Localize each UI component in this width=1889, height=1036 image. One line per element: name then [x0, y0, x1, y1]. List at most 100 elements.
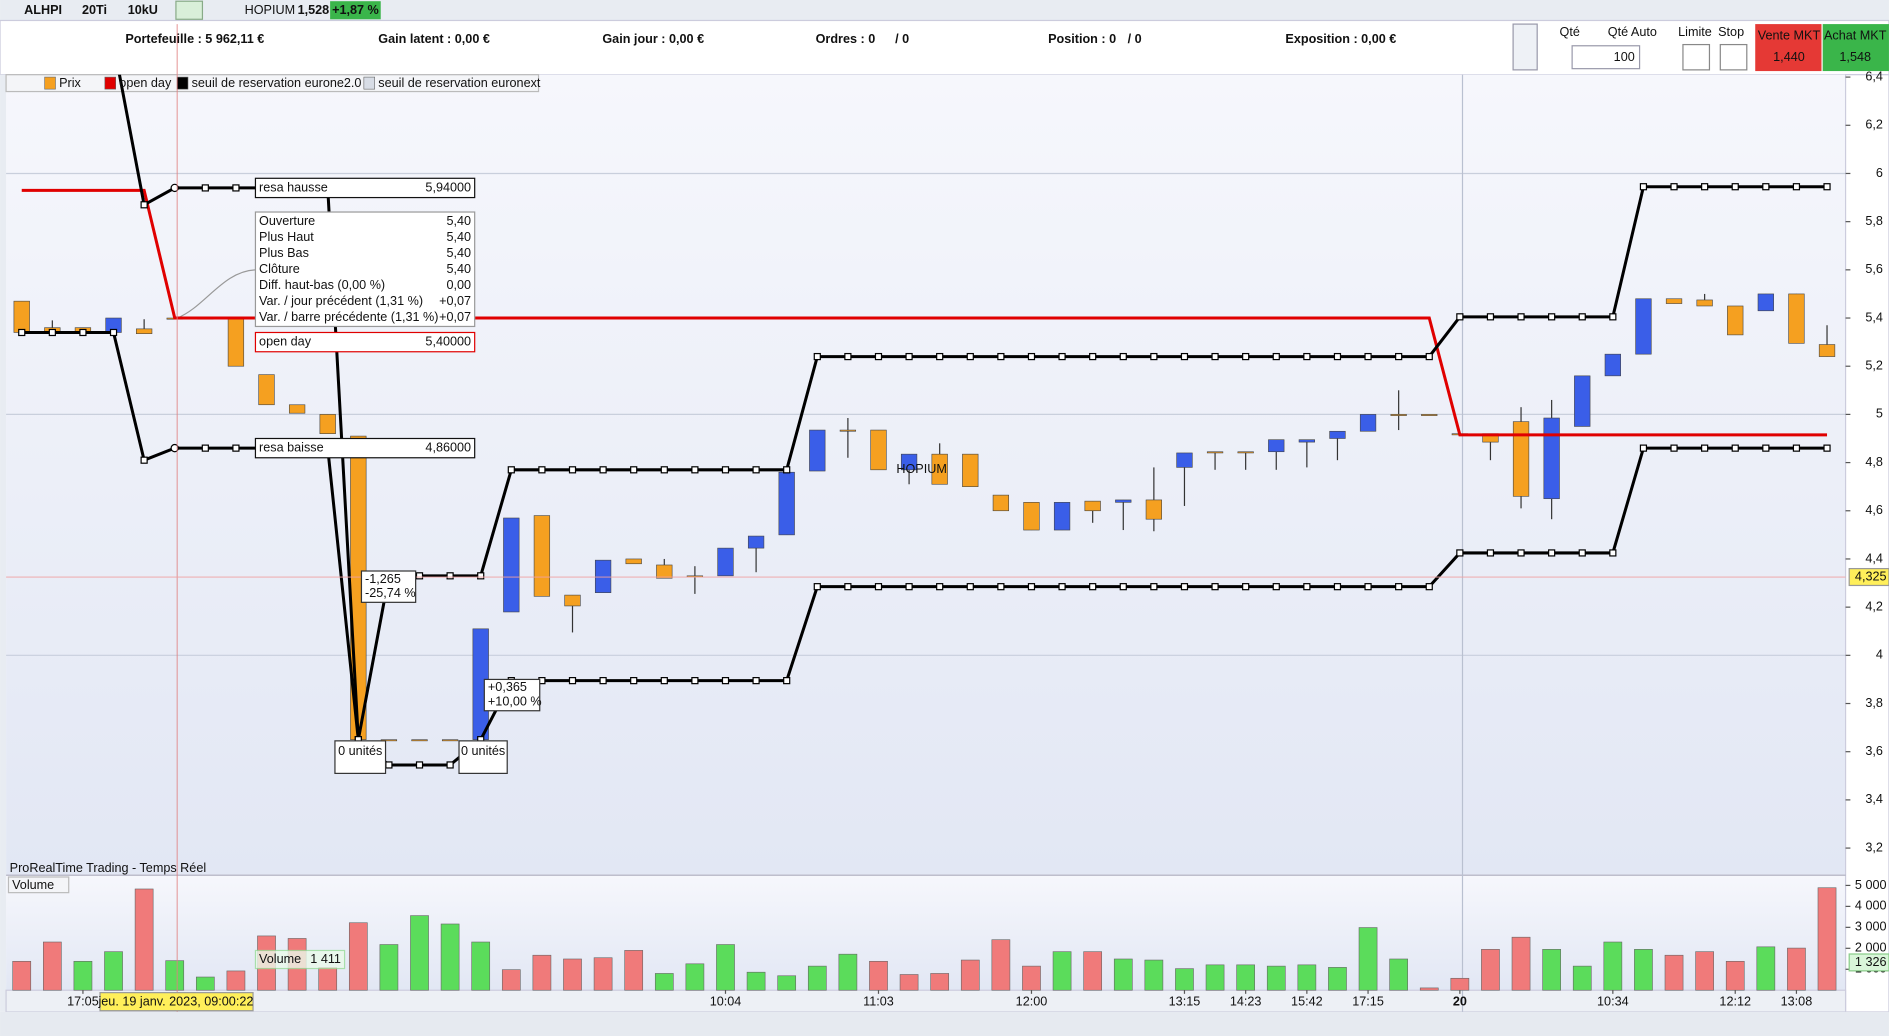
limit-button[interactable] — [1682, 43, 1711, 71]
series-marker — [1180, 352, 1189, 361]
volume-bar — [1175, 968, 1194, 991]
stop-button[interactable] — [1719, 43, 1748, 71]
x-tick-label: 10:34 — [1597, 995, 1629, 1009]
y-tick-label: 4,6 — [1865, 503, 1883, 517]
tooltip — [254, 211, 476, 328]
volume-bar — [73, 960, 93, 991]
candle-body — [870, 429, 887, 471]
annotation-text: -25,74 % — [365, 586, 416, 600]
volume-cursor-label: 1 326 — [1855, 955, 1887, 969]
volume-bar — [1052, 951, 1072, 991]
series-cursor-box — [254, 177, 476, 199]
qty-input[interactable] — [1571, 45, 1641, 70]
series-marker — [1762, 444, 1770, 452]
series-marker — [1701, 183, 1709, 191]
candle-body — [1115, 499, 1132, 503]
series-marker — [568, 466, 577, 474]
price-cursor-label: 4,325 — [1855, 569, 1887, 583]
bottom-toolbar — [0, 1011, 1889, 1036]
tooltip-value: 0,00 — [446, 278, 471, 292]
series-marker — [630, 677, 638, 685]
series-marker — [1272, 583, 1280, 591]
series-marker — [1639, 183, 1648, 191]
series-marker — [1364, 352, 1372, 361]
series-marker — [568, 677, 577, 685]
x-tick-label: 15:42 — [1291, 995, 1323, 1009]
candle-body — [1574, 375, 1591, 427]
last-price: 1,528 — [298, 3, 330, 17]
series-marker — [1303, 583, 1311, 591]
tooltip-value: 5,40 — [446, 246, 471, 260]
series-marker — [966, 352, 974, 361]
volume-bar — [1236, 964, 1255, 991]
candle-body — [411, 739, 428, 742]
y-tick-label: 3,8 — [1865, 696, 1883, 710]
series-marker — [783, 677, 791, 685]
volume-bar — [134, 888, 154, 991]
series-marker — [721, 466, 730, 474]
tools-button[interactable] — [1512, 23, 1538, 71]
volume-tooltip-value: 1 411 — [310, 952, 341, 966]
candle-body — [594, 559, 612, 593]
y-tick-label: 5,8 — [1865, 214, 1883, 228]
series-marker — [415, 572, 424, 580]
volume-bar — [930, 973, 950, 991]
volume-bar — [1389, 958, 1408, 991]
candle-body — [503, 517, 520, 613]
period: 20Ti — [82, 3, 107, 17]
instrument: HOPIUM — [245, 3, 296, 17]
series-marker — [1486, 313, 1495, 321]
series-marker — [170, 183, 179, 193]
chart-icon[interactable] — [175, 0, 204, 20]
series-marker — [232, 184, 240, 192]
series-marker — [997, 352, 1005, 361]
legend-label: Prix — [59, 76, 81, 90]
volume-bar — [1419, 987, 1439, 991]
volume-bar — [318, 967, 338, 991]
series-marker — [691, 466, 699, 474]
series-marker — [170, 443, 179, 453]
series-marker — [1823, 183, 1831, 191]
series-marker — [905, 352, 913, 361]
annotation-box — [458, 740, 508, 774]
series-marker — [1364, 583, 1372, 591]
series-marker — [1670, 444, 1678, 452]
tooltip-label: Var. / barre précédente (1,31 %) — [259, 310, 438, 324]
volume-bar — [410, 915, 429, 991]
volume-bar — [226, 970, 246, 991]
tooltip-label: Clôture — [259, 262, 300, 276]
buy-button[interactable] — [1822, 24, 1889, 72]
tooltip-label: Plus Haut — [259, 230, 314, 244]
series-marker — [1150, 583, 1158, 591]
info-latent: Gain latent : 0,00 € — [378, 32, 490, 46]
volume-bar — [1787, 947, 1806, 991]
series-cursor-name: open day — [259, 334, 312, 348]
y-tick-label: 6 — [1876, 166, 1883, 180]
volume-bar — [165, 960, 185, 991]
series-cursor-name: resa hausse — [259, 180, 328, 194]
y-tick-label: 6,2 — [1865, 118, 1883, 132]
volume-legend — [7, 876, 70, 894]
series-marker — [1089, 583, 1097, 591]
series-marker — [1517, 313, 1525, 321]
volume-bar — [12, 960, 32, 991]
series-marker — [1823, 444, 1831, 452]
annotation-box — [334, 740, 387, 774]
series-marker — [1180, 583, 1189, 591]
tooltip-label: Var. / jour précédent (1,31 %) — [259, 294, 423, 308]
x-tick-label: 12:00 — [1016, 995, 1048, 1009]
volume-bar — [624, 950, 644, 991]
volume-bar — [1572, 965, 1592, 991]
series-marker — [1578, 313, 1586, 321]
series-cursor-name: resa baisse — [259, 440, 324, 454]
y-tick-label: 5 — [1876, 407, 1883, 421]
series-cursor-value: 5,94000 — [425, 180, 471, 194]
sell-button[interactable] — [1755, 24, 1822, 72]
watermark: HOPIUM — [896, 462, 947, 476]
series-marker — [599, 677, 607, 685]
volume-bar — [1695, 951, 1714, 991]
left-edge — [0, 74, 7, 1012]
series-marker — [1242, 352, 1250, 361]
